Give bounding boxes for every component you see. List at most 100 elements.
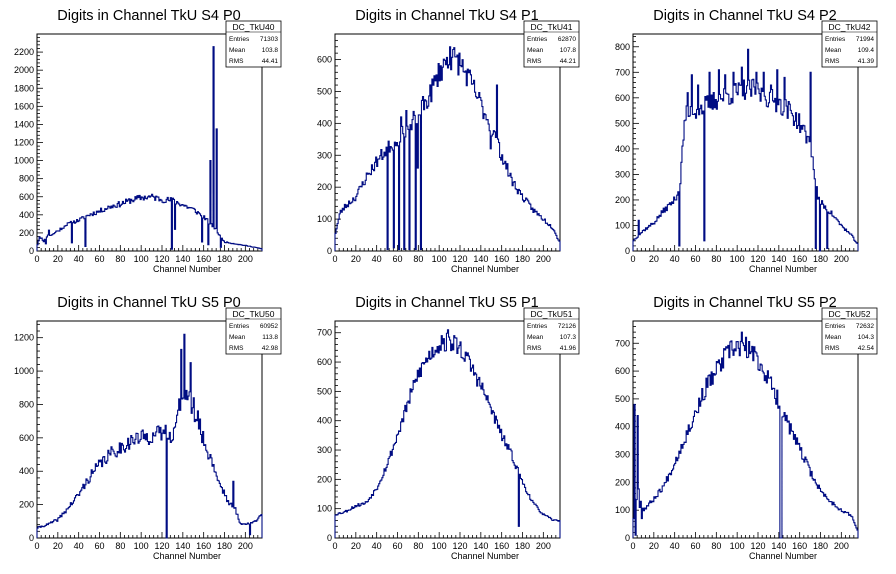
x-tick-label: 20 [53, 254, 63, 264]
stats-rms-label: RMS [229, 58, 244, 65]
x-tick-label: 120 [750, 541, 765, 551]
x-tick-label: 100 [134, 541, 149, 551]
x-tick-label: 0 [34, 541, 39, 551]
y-tick-label: 300 [317, 150, 332, 160]
x-tick-label: 160 [792, 254, 807, 264]
x-tick-label: 180 [813, 254, 828, 264]
histogram-plot: Digits in Channel TkU S4 P0 0 20 40 60 80 100 1… [14, 8, 282, 274]
stats-mean-value: 107.3 [560, 334, 577, 341]
stats-rms-label: RMS [527, 345, 542, 352]
y-tick-label: 700 [615, 338, 630, 348]
x-tick-label: 0 [332, 254, 337, 264]
histogram-plot: Digits in Channel TkU S5 P2 0 20 40 60 80 100 1… [615, 295, 878, 561]
stats-box [225, 307, 282, 355]
y-tick-label: 400 [317, 416, 332, 426]
x-tick-label: 100 [134, 254, 149, 264]
stats-entries-value: 71994 [856, 36, 874, 43]
stats-entries-value: 72632 [856, 323, 874, 330]
y-tick-label: 600 [19, 192, 34, 202]
y-tick-label: 2000 [14, 65, 34, 75]
stats-mean-label: Mean [527, 334, 544, 341]
chart-title: Digits in Channel TkU S5 P1 [355, 295, 539, 311]
stats-rms-value: 41.96 [560, 345, 577, 352]
x-tick-label: 120 [750, 254, 765, 264]
stats-mean-label: Mean [229, 334, 246, 341]
y-tick-label: 500 [317, 86, 332, 96]
x-tick-label: 40 [372, 254, 382, 264]
y-tick-label: 0 [625, 533, 630, 543]
x-tick-label: 40 [670, 254, 680, 264]
y-tick-label: 300 [317, 445, 332, 455]
x-tick-label: 80 [413, 254, 423, 264]
y-tick-label: 100 [317, 504, 332, 514]
x-tick-label: 100 [730, 254, 745, 264]
x-axis-label: Channel Number [153, 551, 221, 561]
y-tick-label: 1400 [14, 119, 34, 129]
x-tick-label: 60 [690, 541, 700, 551]
histogram-series [36, 333, 263, 539]
y-tick-label: 600 [615, 93, 630, 103]
stats-rms-value: 44.21 [560, 58, 577, 65]
histogram-plot: Digits in Channel TkU S5 P0 0 20 40 60 80 100 1… [14, 295, 282, 561]
histogram-panel-s4-p1: Digits in Channel TkU S4 P1 0 20 40 60 80 100 1… [298, 0, 596, 287]
y-tick-label: 1600 [14, 101, 34, 111]
x-tick-label: 120 [154, 541, 169, 551]
x-tick-label: 140 [473, 254, 488, 264]
x-tick-label: 100 [432, 254, 447, 264]
x-tick-label: 80 [115, 254, 125, 264]
x-tick-label: 200 [536, 254, 551, 264]
histogram-series [632, 48, 859, 252]
x-tick-label: 0 [332, 541, 337, 551]
stats-mean-label: Mean [825, 47, 842, 54]
x-tick-label: 160 [792, 541, 807, 551]
x-axis-label: Channel Number [451, 551, 519, 561]
stats-rms-value: 42.98 [262, 345, 279, 352]
y-tick-label: 500 [615, 118, 630, 128]
stats-mean-value: 113.8 [262, 334, 278, 341]
y-tick-label: 400 [615, 422, 630, 432]
x-tick-label: 180 [813, 541, 828, 551]
stats-rms-label: RMS [825, 345, 840, 352]
x-tick-label: 200 [834, 541, 849, 551]
x-tick-label: 80 [413, 541, 423, 551]
stats-rms-value: 44.41 [262, 58, 279, 65]
y-tick-label: 0 [625, 246, 630, 256]
y-tick-label: 800 [19, 399, 34, 409]
stats-entries-label: Entries [825, 323, 846, 330]
x-tick-label: 0 [630, 254, 635, 264]
stats-entries-value: 71303 [260, 36, 278, 43]
x-tick-label: 120 [154, 254, 169, 264]
histogram-panel-s4-p2: Digits in Channel TkU S4 P2 0 20 40 60 80 100 1… [596, 0, 894, 287]
x-tick-label: 80 [115, 541, 125, 551]
y-tick-label: 700 [615, 67, 630, 77]
y-tick-label: 0 [29, 246, 34, 256]
x-tick-label: 60 [94, 254, 104, 264]
stats-mean-label: Mean [825, 334, 842, 341]
stats-name: DC_TkU52 [828, 309, 870, 319]
y-tick-label: 100 [615, 505, 630, 515]
stats-name: DC_TkU40 [232, 22, 274, 32]
x-tick-label: 160 [196, 254, 211, 264]
x-tick-label: 140 [175, 541, 190, 551]
x-tick-label: 20 [53, 541, 63, 551]
stats-rms-value: 42.54 [858, 345, 875, 352]
x-tick-label: 80 [711, 254, 721, 264]
stats-entries-value: 72126 [558, 323, 576, 330]
y-tick-label: 100 [615, 220, 630, 230]
histogram-panel-s5-p1: Digits in Channel TkU S5 P1 0 20 40 60 80 100 1… [298, 287, 596, 574]
y-tick-label: 1200 [14, 333, 34, 343]
y-tick-label: 2200 [14, 47, 34, 57]
y-tick-label: 500 [615, 394, 630, 404]
x-tick-label: 200 [834, 254, 849, 264]
y-tick-label: 200 [19, 228, 34, 238]
x-tick-label: 0 [630, 541, 635, 551]
y-tick-label: 600 [19, 433, 34, 443]
stats-entries-label: Entries [229, 36, 250, 43]
stats-name: DC_TkU51 [530, 309, 572, 319]
y-tick-label: 600 [317, 55, 332, 65]
stats-rms-label: RMS [527, 58, 542, 65]
stats-name: DC_TkU42 [828, 22, 870, 32]
y-tick-label: 200 [615, 195, 630, 205]
chart-title: Digits in Channel TkU S4 P0 [57, 8, 241, 24]
stats-box [821, 307, 878, 355]
